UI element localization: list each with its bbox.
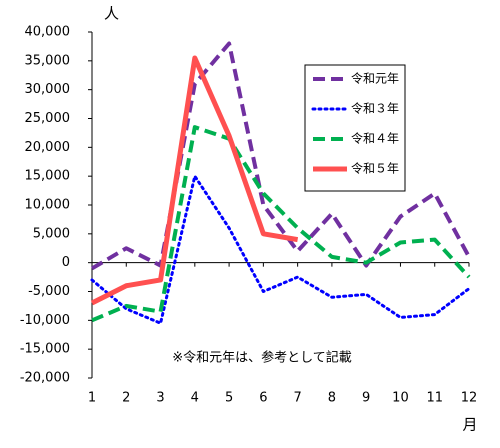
x-tick-label: 3: [156, 391, 164, 406]
y-tick-label: -5,000: [28, 284, 70, 299]
y-unit: 人: [104, 5, 119, 23]
y-tick-label: -10,000: [20, 313, 70, 328]
x-tick-label: 1: [88, 391, 96, 406]
y-tick-label: 5,000: [33, 226, 70, 241]
x-tick-label: 4: [191, 391, 199, 406]
legend-label: 令和５年: [351, 161, 399, 176]
y-tick-label: -20,000: [20, 371, 70, 386]
series-line: [90, 174, 471, 325]
x-tick-label: 10: [392, 391, 409, 406]
y-tick-label: -15,000: [20, 342, 70, 357]
x-tick-label: 12: [461, 391, 478, 406]
annotation: ※令和元年は、参考として記載: [172, 350, 352, 366]
legend-label: 令和元年: [351, 71, 399, 86]
y-tick-label: 15,000: [25, 169, 71, 184]
y-tick-label: 20,000: [25, 140, 71, 155]
x-tick-label: 9: [362, 391, 370, 406]
legend-label: 令和４年: [351, 131, 399, 146]
x-unit: 月: [462, 416, 477, 434]
x-tick-label: 8: [328, 391, 336, 406]
series-line: [90, 41, 471, 271]
series-line: [91, 125, 471, 323]
x-tick-label: 5: [225, 391, 233, 406]
y-tick-label: 35,000: [25, 53, 71, 68]
y-tick-label: 40,000: [25, 25, 71, 40]
y-tick-label: 10,000: [25, 198, 71, 213]
y-tick-label: 0: [62, 255, 70, 270]
legend-label: 令和３年: [351, 101, 399, 116]
x-tick-label: 11: [426, 391, 443, 406]
series-line: [90, 55, 299, 306]
x-tick-label: 7: [293, 391, 301, 406]
y-tick-label: 30,000: [25, 82, 71, 97]
x-tick-label: 6: [259, 391, 267, 406]
y-tick-label: 25,000: [25, 111, 71, 126]
x-tick-label: 2: [122, 391, 130, 406]
